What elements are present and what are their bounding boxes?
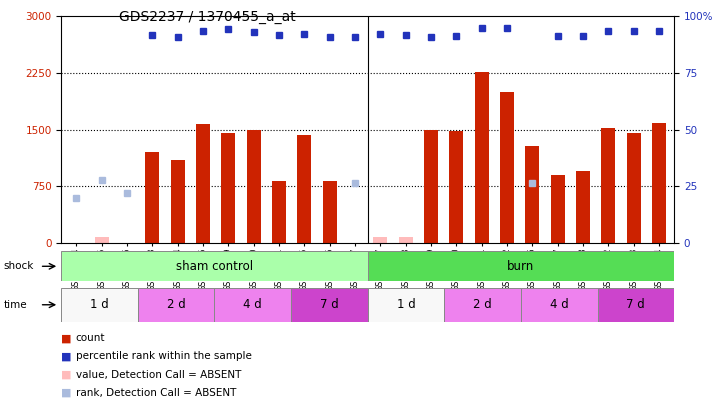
- Text: 7 d: 7 d: [627, 298, 645, 311]
- Text: ■: ■: [61, 333, 72, 343]
- Text: 2 d: 2 d: [167, 298, 185, 311]
- Text: percentile rank within the sample: percentile rank within the sample: [76, 352, 252, 361]
- Bar: [196, 124, 210, 243]
- Bar: [221, 133, 235, 243]
- Bar: [652, 123, 666, 243]
- Bar: [474, 72, 489, 243]
- Text: sham control: sham control: [176, 260, 253, 273]
- Bar: [146, 152, 159, 243]
- Bar: [291, 288, 368, 322]
- Text: count: count: [76, 333, 105, 343]
- Text: 1 d: 1 d: [397, 298, 415, 311]
- Text: ■: ■: [61, 388, 72, 398]
- Bar: [95, 237, 109, 243]
- Text: time: time: [4, 300, 27, 310]
- Bar: [368, 288, 444, 322]
- Bar: [368, 251, 674, 281]
- Text: shock: shock: [4, 261, 34, 271]
- Bar: [500, 92, 514, 243]
- Bar: [61, 251, 368, 281]
- Bar: [598, 288, 674, 322]
- Bar: [601, 128, 615, 243]
- Bar: [272, 181, 286, 243]
- Text: ■: ■: [61, 352, 72, 361]
- Bar: [298, 135, 311, 243]
- Bar: [521, 288, 598, 322]
- Bar: [627, 133, 640, 243]
- Text: GDS2237 / 1370455_a_at: GDS2237 / 1370455_a_at: [119, 10, 296, 24]
- Text: ■: ■: [61, 370, 72, 379]
- Bar: [444, 288, 521, 322]
- Bar: [138, 288, 215, 322]
- Text: burn: burn: [508, 260, 534, 273]
- Bar: [399, 237, 412, 243]
- Text: 1 d: 1 d: [90, 298, 109, 311]
- Bar: [171, 160, 185, 243]
- Text: 4 d: 4 d: [244, 298, 262, 311]
- Text: 7 d: 7 d: [320, 298, 339, 311]
- Bar: [215, 288, 291, 322]
- Text: rank, Detection Call = ABSENT: rank, Detection Call = ABSENT: [76, 388, 236, 398]
- Text: value, Detection Call = ABSENT: value, Detection Call = ABSENT: [76, 370, 241, 379]
- Text: 4 d: 4 d: [550, 298, 569, 311]
- Text: 2 d: 2 d: [473, 298, 492, 311]
- Bar: [424, 130, 438, 243]
- Bar: [323, 181, 337, 243]
- Bar: [247, 130, 261, 243]
- Bar: [576, 171, 590, 243]
- Bar: [526, 146, 539, 243]
- Bar: [449, 131, 464, 243]
- Bar: [551, 175, 565, 243]
- Bar: [61, 288, 138, 322]
- Bar: [373, 237, 387, 243]
